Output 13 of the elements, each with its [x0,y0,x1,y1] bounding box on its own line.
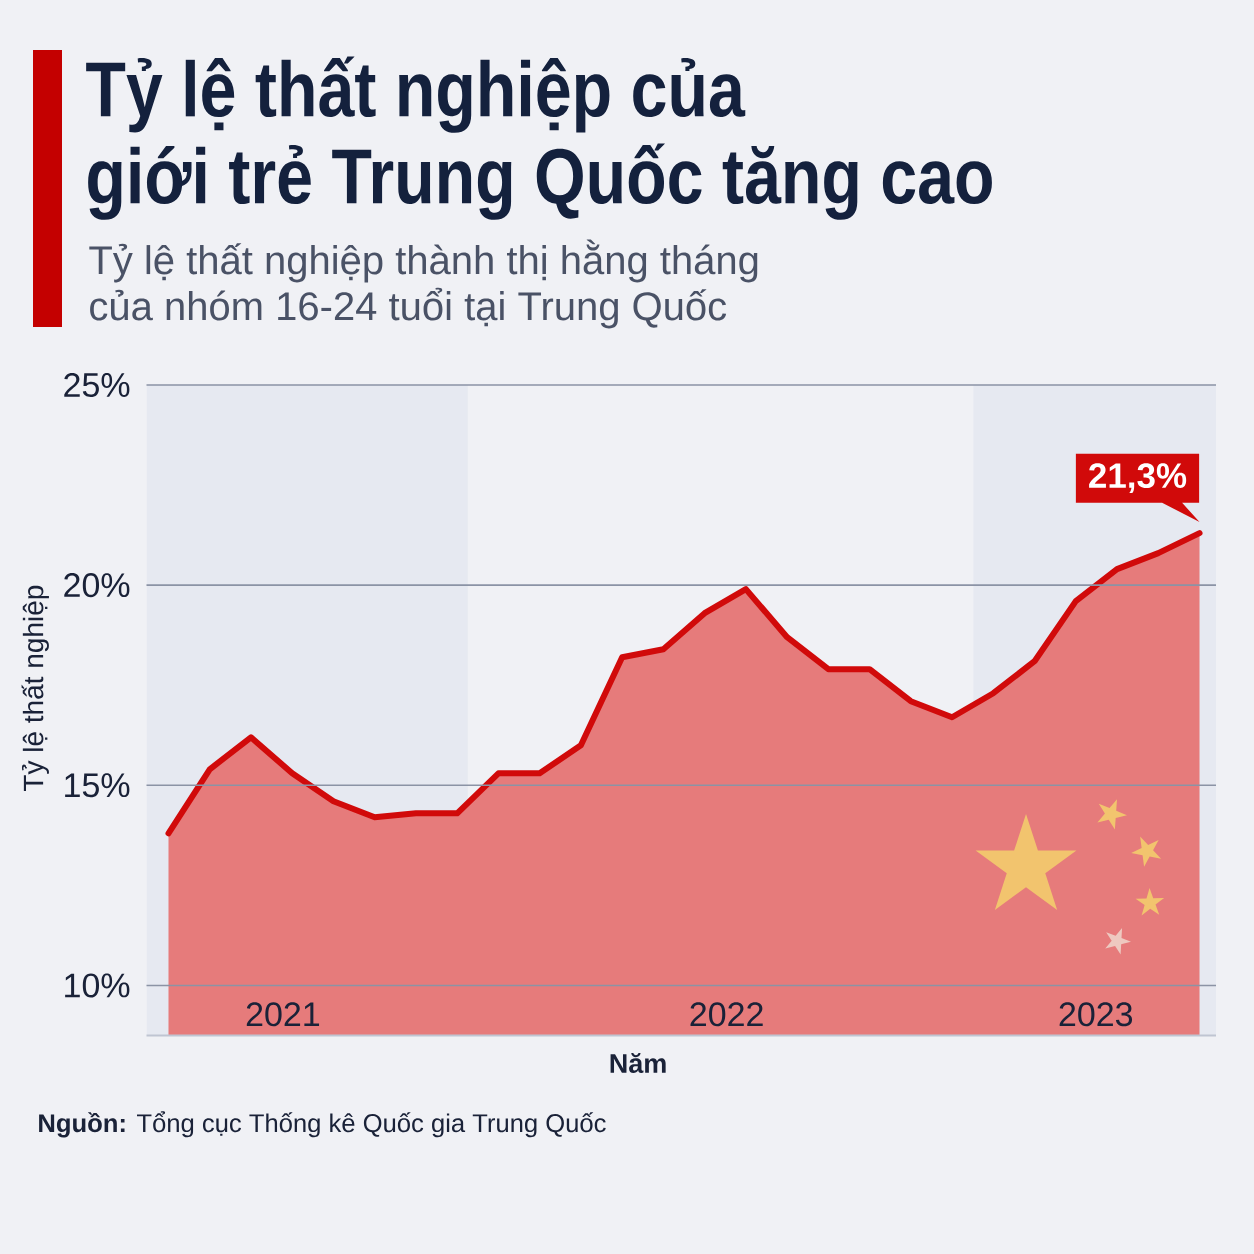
y-tick-label: 10% [65,973,130,998]
y-tick-label: 25% [64,372,130,398]
chart-subtitle: Tỷ lệ thất nghiệp thành thị hằng tháng của nhóm 16-24 tuổi tại Trung Quốc [89,239,758,329]
text: Nguồn: Tổng cục Thống kê Quốc gia Trung Quốc [39,1111,606,1138]
x-tick-label: 2023 [1059,1002,1133,1027]
y-tick-label: 15% [65,773,130,798]
chart-title: Tỷ lệ thất nghiệp của giới trẻ Trung Quốc tăng cao [86,56,992,220]
x-tick-label: 2022 [690,1002,763,1027]
x-tick-label: 2021 [246,1002,320,1027]
annotation: 21,3% [1089,463,1187,494]
x-axis-title: Năm [610,1052,666,1074]
y-tick-label: 20% [64,573,130,598]
y-axis-title: Tỷ lệ thất nghiệp [21,585,49,792]
